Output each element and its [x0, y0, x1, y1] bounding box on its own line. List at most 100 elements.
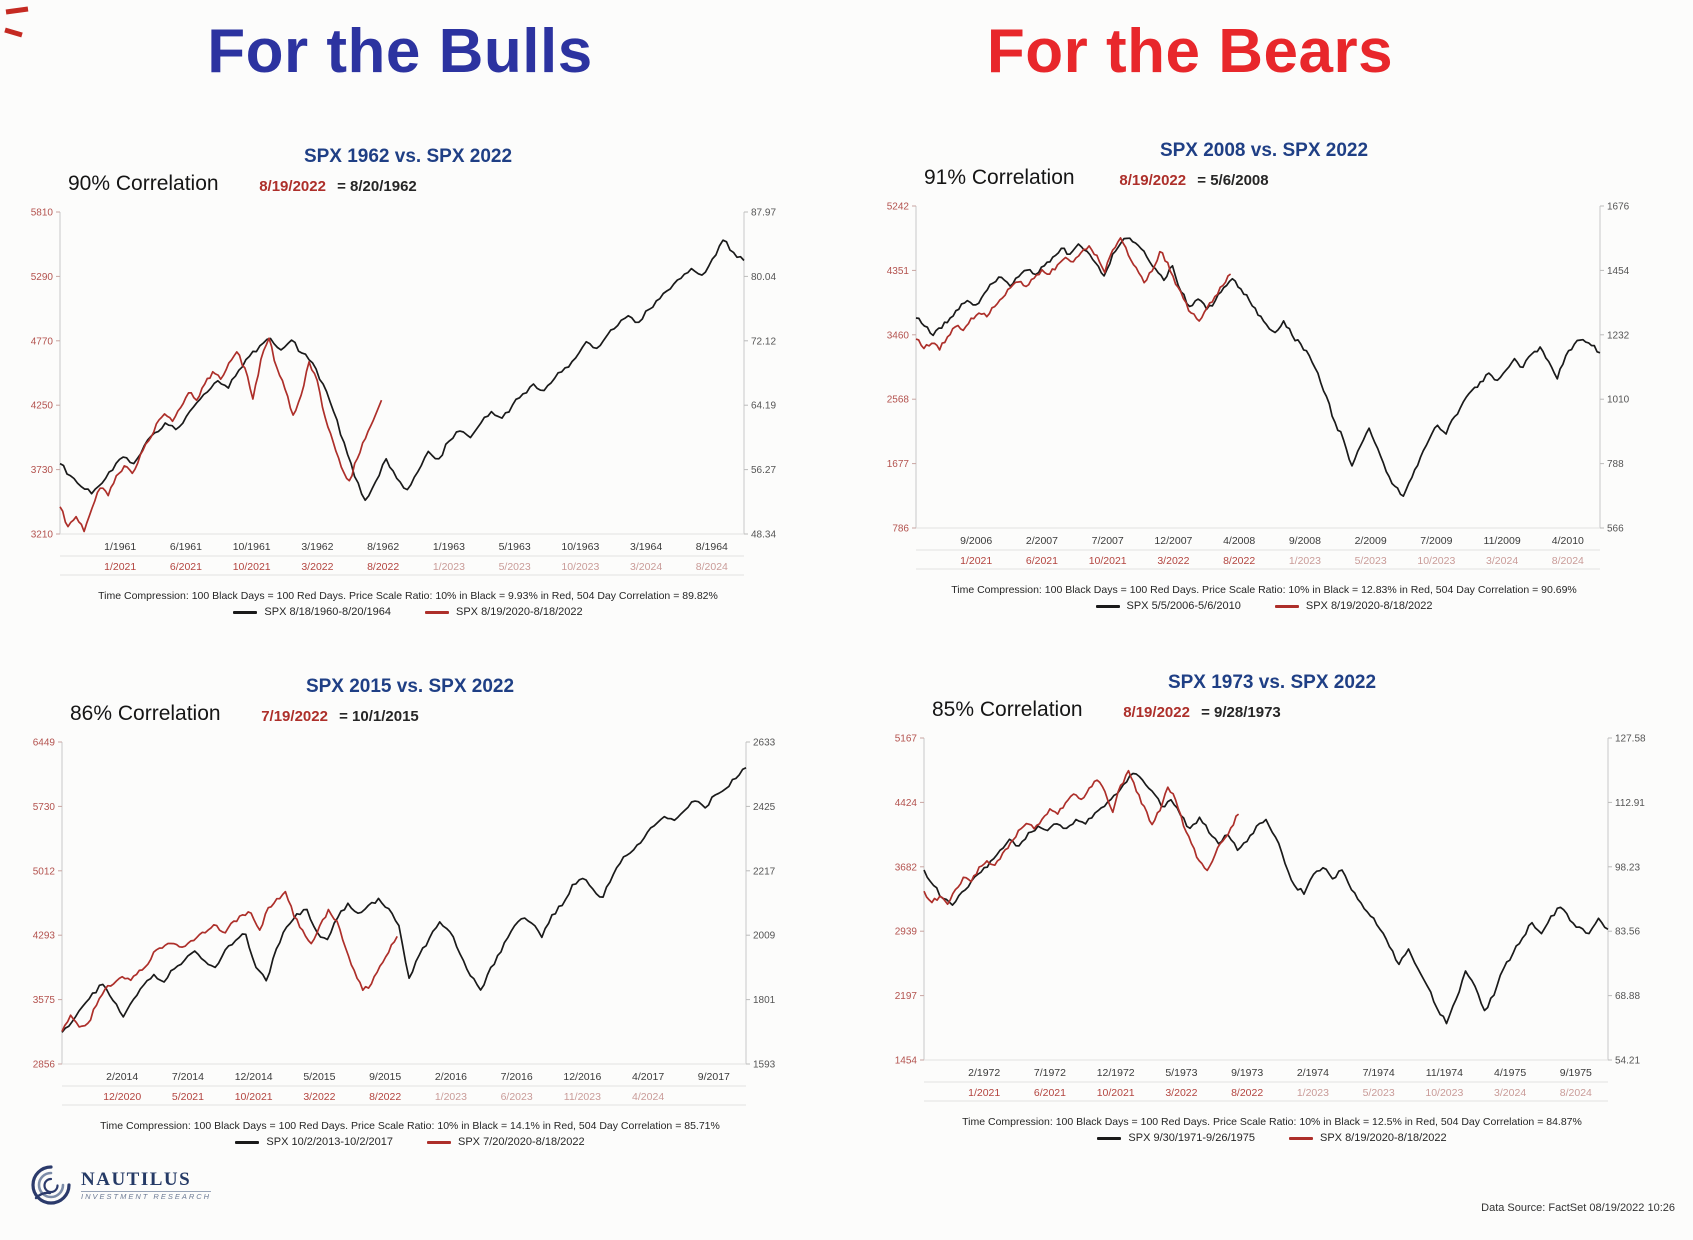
corner-annotation-mark — [4, 6, 29, 38]
x-label-red: 8/2024 — [696, 561, 728, 573]
right-axis-label: 2217 — [753, 866, 776, 877]
x-label-red: 11/2023 — [564, 1091, 601, 1103]
x-label-black: 9/1975 — [1560, 1067, 1592, 1079]
left-axis-label: 3210 — [31, 530, 54, 541]
date-equation: 8/19/2022 = 8/20/1962 — [8, 178, 668, 195]
right-axis-label: 2633 — [753, 738, 776, 749]
left-axis-label: 5167 — [895, 734, 918, 745]
right-axis-label: 112.91 — [1615, 798, 1645, 809]
left-axis-label: 3682 — [895, 862, 918, 873]
chart-subheader: 90% Correlation 8/19/2022 = 8/20/1962 — [8, 170, 808, 204]
data-source-note: Data Source: FactSet 08/19/2022 10:26 — [1481, 1202, 1675, 1214]
x-label-black: 12/2016 — [563, 1071, 601, 1083]
x-label-black: 7/2007 — [1092, 535, 1124, 547]
x-label-red: 10/2021 — [1089, 555, 1127, 567]
chart-plot: 6449 5730 5012 4293 3575 2856 2633 2425 2217 2009… — [33, 738, 776, 1106]
right-axis-label: 1676 — [1607, 202, 1630, 213]
right-axis-label: 2425 — [753, 802, 776, 813]
date-equation: 8/19/2022 = 5/6/2008 — [864, 172, 1524, 189]
x-label-black: 2/2007 — [1026, 535, 1058, 547]
x-label-red: 1/2023 — [1297, 1087, 1329, 1099]
x-label-red: 3/2022 — [1165, 1087, 1197, 1099]
chart-subheader: 85% Correlation 8/19/2022 = 9/28/1973 — [872, 696, 1672, 730]
x-label-red: 3/2022 — [301, 561, 333, 573]
right-axis-label: 80.04 — [751, 272, 776, 283]
equation-target-date: = 10/1/2015 — [339, 708, 419, 725]
date-equation: 7/19/2022 = 10/1/2015 — [10, 708, 670, 725]
legend-swatch-black — [235, 1140, 260, 1144]
right-axis-label: 48.34 — [751, 530, 776, 541]
equation-target-date: = 9/28/1973 — [1201, 704, 1281, 721]
x-label-red: 3/2024 — [1486, 555, 1518, 567]
x-label-black: 1/1961 — [104, 541, 136, 553]
x-label-red: 8/2022 — [367, 561, 399, 573]
x-label-red: 6/2023 — [501, 1091, 533, 1103]
right-axis-label: 83.56 — [1615, 927, 1640, 938]
correlation-label: 90% Correlation — [68, 172, 219, 195]
x-label-red: 1/2021 — [104, 561, 136, 573]
legend-label-black: SPX 5/5/2006-5/6/2010 — [1126, 600, 1241, 612]
x-label-red: 10/2023 — [561, 561, 599, 573]
x-label-black: 2/1972 — [968, 1067, 1000, 1079]
x-label-black: 3/1962 — [301, 541, 333, 553]
left-axis-label: 5730 — [33, 802, 56, 813]
x-label-red: 3/2024 — [630, 561, 662, 573]
x-label-black: 9/2008 — [1289, 535, 1321, 547]
equation-red-date: 7/19/2022 — [261, 708, 328, 725]
correlation-label: 85% Correlation — [932, 698, 1083, 721]
equation-red-date: 8/19/2022 — [259, 178, 326, 195]
left-axis-label: 5242 — [887, 202, 910, 213]
x-label-black: 2/2014 — [106, 1071, 138, 1083]
series-line-black — [59, 239, 745, 502]
right-axis-label: 1232 — [1607, 330, 1630, 341]
left-axis-label: 4293 — [33, 931, 56, 942]
left-axis-label: 4424 — [895, 798, 918, 809]
legend-label-black: SPX 10/2/2013-10/2/2017 — [266, 1136, 393, 1148]
x-label-black: 5/2015 — [303, 1071, 335, 1083]
x-label-black: 1/1963 — [433, 541, 465, 553]
x-label-black: 12/1972 — [1097, 1067, 1135, 1079]
left-axis-label: 4250 — [31, 401, 54, 412]
correlation-label: 91% Correlation — [924, 166, 1075, 189]
series-line-black — [915, 237, 1601, 497]
chart-subheader: 86% Correlation 7/19/2022 = 10/1/2015 — [10, 700, 810, 734]
legend-label-red: SPX 8/19/2020-8/18/2022 — [1305, 600, 1433, 612]
series-line-red — [923, 769, 1240, 906]
chart-legend: SPX 5/5/2006-5/6/2010 SPX 8/19/2020-8/18… — [864, 600, 1664, 612]
x-label-red: 1/2023 — [433, 561, 465, 573]
logo-subtitle: INVESTMENT RESEARCH — [81, 1190, 212, 1201]
chart-title: SPX 1973 vs. SPX 2022 — [1167, 672, 1377, 693]
x-label-red: 5/2023 — [1355, 555, 1387, 567]
x-label-black: 3/1964 — [630, 541, 662, 553]
x-label-black: 7/1974 — [1363, 1067, 1395, 1079]
right-axis-label: 127.58 — [1615, 734, 1646, 745]
left-axis-label: 3460 — [887, 330, 910, 341]
left-axis-label: 3730 — [31, 465, 54, 476]
legend-swatch-black — [1097, 1136, 1122, 1140]
x-label-red: 4/2024 — [632, 1091, 664, 1103]
chart-legend: SPX 9/30/1971-9/26/1975 SPX 8/19/2020-8/… — [872, 1132, 1672, 1144]
left-axis-label: 2939 — [895, 927, 918, 938]
x-label-red: 3/2022 — [1157, 555, 1189, 567]
left-axis-label: 4770 — [31, 336, 54, 347]
x-label-black: 2/1974 — [1297, 1067, 1329, 1079]
right-axis-label: 1801 — [753, 995, 776, 1006]
x-label-black: 12/2014 — [235, 1071, 273, 1083]
x-label-black: 4/2017 — [632, 1071, 664, 1083]
x-label-red: 5/2021 — [172, 1091, 204, 1103]
x-label-red: 8/2022 — [1231, 1087, 1263, 1099]
equation-red-date: 8/19/2022 — [1119, 172, 1187, 189]
x-label-black: 7/2016 — [501, 1071, 533, 1083]
correlation-label: 86% Correlation — [70, 702, 221, 725]
series-line-black — [61, 766, 747, 1033]
x-label-black: 10/1961 — [233, 541, 271, 553]
left-axis-label: 5810 — [31, 208, 54, 219]
x-label-red: 8/2024 — [1560, 1087, 1592, 1099]
bears-page-title: For the Bears — [986, 17, 1394, 86]
right-axis-label: 1010 — [1607, 395, 1630, 406]
equation-red-date: 8/19/2022 — [1123, 704, 1190, 721]
chart-plot: 5167 4424 3682 2939 2197 1454 127.58 112.91 98.2… — [895, 734, 1646, 1102]
chart-spx-1962-vs-2022: SPX 1962 vs. SPX 2022 90% Correlation 8/… — [8, 146, 808, 618]
right-axis-label: 64.19 — [751, 401, 776, 412]
nautilus-logo: NAUTILUS INVESTMENT RESEARCH — [28, 1162, 212, 1208]
